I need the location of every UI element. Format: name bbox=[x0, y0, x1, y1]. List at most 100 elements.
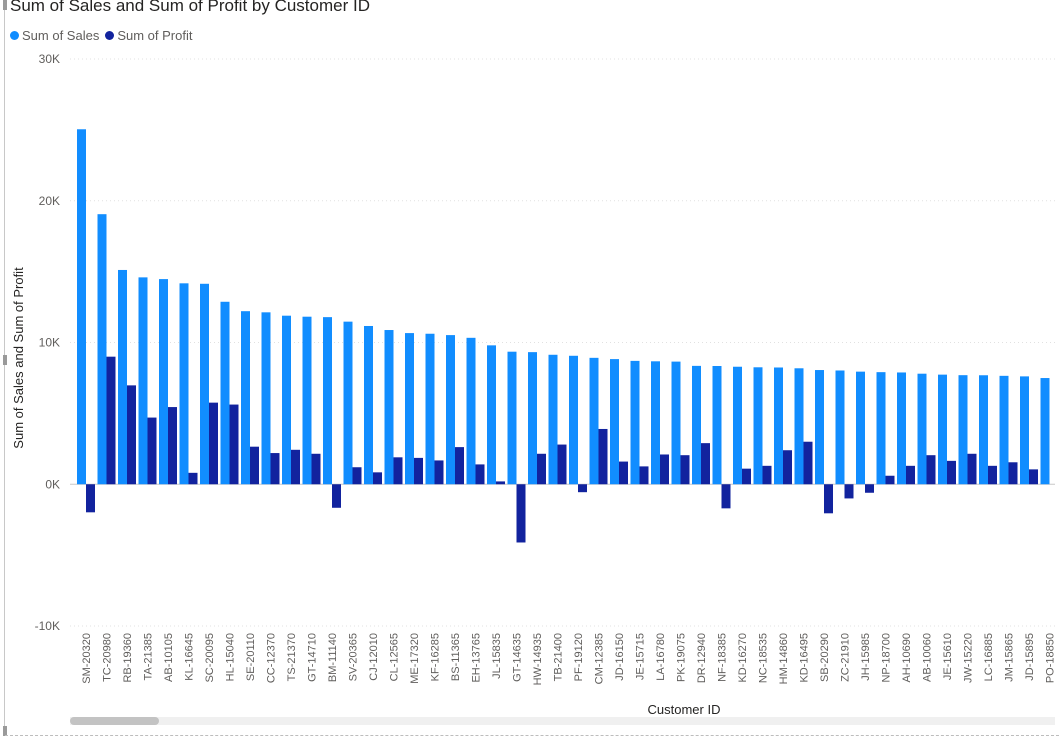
legend-item-sales[interactable]: Sum of Sales bbox=[10, 28, 99, 43]
bar-sales[interactable] bbox=[507, 351, 517, 485]
bar-sales[interactable] bbox=[282, 315, 291, 485]
bar-sales[interactable] bbox=[302, 316, 312, 485]
bar-sales[interactable] bbox=[979, 375, 988, 485]
bar-profit[interactable] bbox=[680, 455, 690, 485]
bar-profit[interactable] bbox=[291, 449, 300, 485]
bar-profit[interactable] bbox=[311, 453, 321, 485]
bar-profit[interactable] bbox=[127, 385, 136, 485]
bar-profit[interactable] bbox=[783, 450, 792, 485]
bar-sales[interactable] bbox=[589, 357, 599, 485]
bar-sales[interactable] bbox=[220, 301, 230, 485]
bar-profit[interactable] bbox=[496, 481, 505, 485]
bar-profit[interactable] bbox=[352, 467, 362, 485]
bar-profit[interactable] bbox=[988, 465, 997, 485]
bar-sales[interactable] bbox=[569, 355, 578, 485]
bar-sales[interactable] bbox=[692, 365, 701, 485]
bar-sales[interactable] bbox=[815, 370, 824, 485]
bar-profit[interactable] bbox=[885, 475, 895, 485]
bar-sales[interactable] bbox=[548, 354, 558, 485]
bar-profit[interactable] bbox=[762, 465, 772, 485]
bar-sales[interactable] bbox=[774, 367, 783, 485]
bar-sales[interactable] bbox=[77, 129, 86, 485]
bar-sales[interactable] bbox=[999, 375, 1009, 485]
bar-sales[interactable] bbox=[200, 283, 209, 485]
bar-profit[interactable] bbox=[106, 356, 116, 485]
bar-sales[interactable] bbox=[651, 361, 660, 485]
bar-sales[interactable] bbox=[343, 321, 353, 485]
bar-profit[interactable] bbox=[619, 461, 628, 485]
bar-profit[interactable] bbox=[434, 460, 444, 485]
bar-sales[interactable] bbox=[159, 279, 168, 485]
bar-sales[interactable] bbox=[138, 277, 148, 485]
resize-handle-middle[interactable] bbox=[3, 355, 7, 365]
bar-sales[interactable] bbox=[610, 359, 619, 485]
bar-profit[interactable] bbox=[414, 457, 423, 485]
bar-profit[interactable] bbox=[742, 468, 751, 485]
bar-sales[interactable] bbox=[425, 333, 435, 485]
bar-sales[interactable] bbox=[118, 269, 127, 485]
bar-sales[interactable] bbox=[1040, 378, 1050, 485]
bar-sales[interactable] bbox=[630, 360, 640, 485]
bar-sales[interactable] bbox=[917, 373, 927, 485]
bar-profit[interactable] bbox=[639, 466, 649, 485]
bar-profit[interactable] bbox=[1008, 462, 1018, 485]
bar-sales[interactable] bbox=[733, 366, 742, 485]
bar-profit[interactable] bbox=[455, 447, 464, 485]
bar-profit[interactable] bbox=[168, 407, 177, 485]
bar-profit[interactable] bbox=[578, 484, 587, 493]
bar-sales[interactable] bbox=[938, 374, 947, 485]
bar-sales[interactable] bbox=[446, 335, 455, 485]
bar-sales[interactable] bbox=[466, 337, 476, 485]
bar-sales[interactable] bbox=[753, 367, 763, 485]
bar-profit[interactable] bbox=[701, 443, 710, 485]
bar-sales[interactable] bbox=[323, 317, 332, 485]
bar-profit[interactable] bbox=[1029, 469, 1038, 485]
bar-sales[interactable] bbox=[487, 345, 496, 485]
bar-profit[interactable] bbox=[373, 472, 382, 485]
bar-profit[interactable] bbox=[86, 484, 95, 513]
bar-profit[interactable] bbox=[147, 417, 157, 485]
bar-profit[interactable] bbox=[926, 455, 936, 485]
scrollbar-thumb[interactable] bbox=[70, 717, 159, 725]
resize-handle-bottom[interactable] bbox=[3, 726, 7, 736]
bar-sales[interactable] bbox=[97, 214, 107, 485]
bar-profit[interactable] bbox=[865, 484, 874, 493]
legend-item-profit[interactable]: Sum of Profit bbox=[105, 28, 192, 43]
bar-profit[interactable] bbox=[229, 404, 239, 485]
bar-profit[interactable] bbox=[947, 460, 956, 485]
bar-profit[interactable] bbox=[270, 453, 280, 485]
bar-sales[interactable] bbox=[876, 372, 886, 485]
resize-handle-top[interactable] bbox=[3, 0, 7, 10]
bar-sales[interactable] bbox=[835, 370, 845, 485]
bar-sales[interactable] bbox=[528, 352, 537, 485]
bar-profit[interactable] bbox=[516, 484, 526, 543]
bar-profit[interactable] bbox=[598, 428, 608, 485]
bar-sales[interactable] bbox=[261, 312, 271, 485]
bar-profit[interactable] bbox=[250, 446, 259, 485]
bar-profit[interactable] bbox=[824, 484, 833, 514]
bar-profit[interactable] bbox=[844, 484, 854, 499]
bar-sales[interactable] bbox=[794, 368, 804, 485]
bar-sales[interactable] bbox=[712, 366, 722, 485]
bar-profit[interactable] bbox=[188, 472, 198, 485]
bar-profit[interactable] bbox=[475, 464, 485, 485]
bar-profit[interactable] bbox=[537, 453, 546, 485]
bar-sales[interactable] bbox=[405, 333, 414, 485]
bar-profit[interactable] bbox=[332, 484, 341, 508]
bar-sales[interactable] bbox=[897, 372, 906, 485]
bar-sales[interactable] bbox=[1020, 376, 1029, 485]
bar-sales[interactable] bbox=[364, 325, 373, 485]
bar-profit[interactable] bbox=[557, 444, 567, 485]
bar-sales[interactable] bbox=[671, 361, 681, 485]
bar-sales[interactable] bbox=[384, 330, 394, 485]
bar-profit[interactable] bbox=[660, 454, 669, 485]
bar-profit[interactable] bbox=[393, 457, 403, 485]
bar-sales[interactable] bbox=[856, 371, 865, 485]
bar-sales[interactable] bbox=[179, 283, 189, 485]
bar-profit[interactable] bbox=[721, 484, 731, 509]
bar-sales[interactable] bbox=[958, 375, 968, 485]
bar-sales[interactable] bbox=[241, 311, 250, 485]
bar-profit[interactable] bbox=[906, 465, 915, 485]
bar-profit[interactable] bbox=[967, 453, 977, 485]
horizontal-scrollbar[interactable] bbox=[70, 717, 1055, 725]
